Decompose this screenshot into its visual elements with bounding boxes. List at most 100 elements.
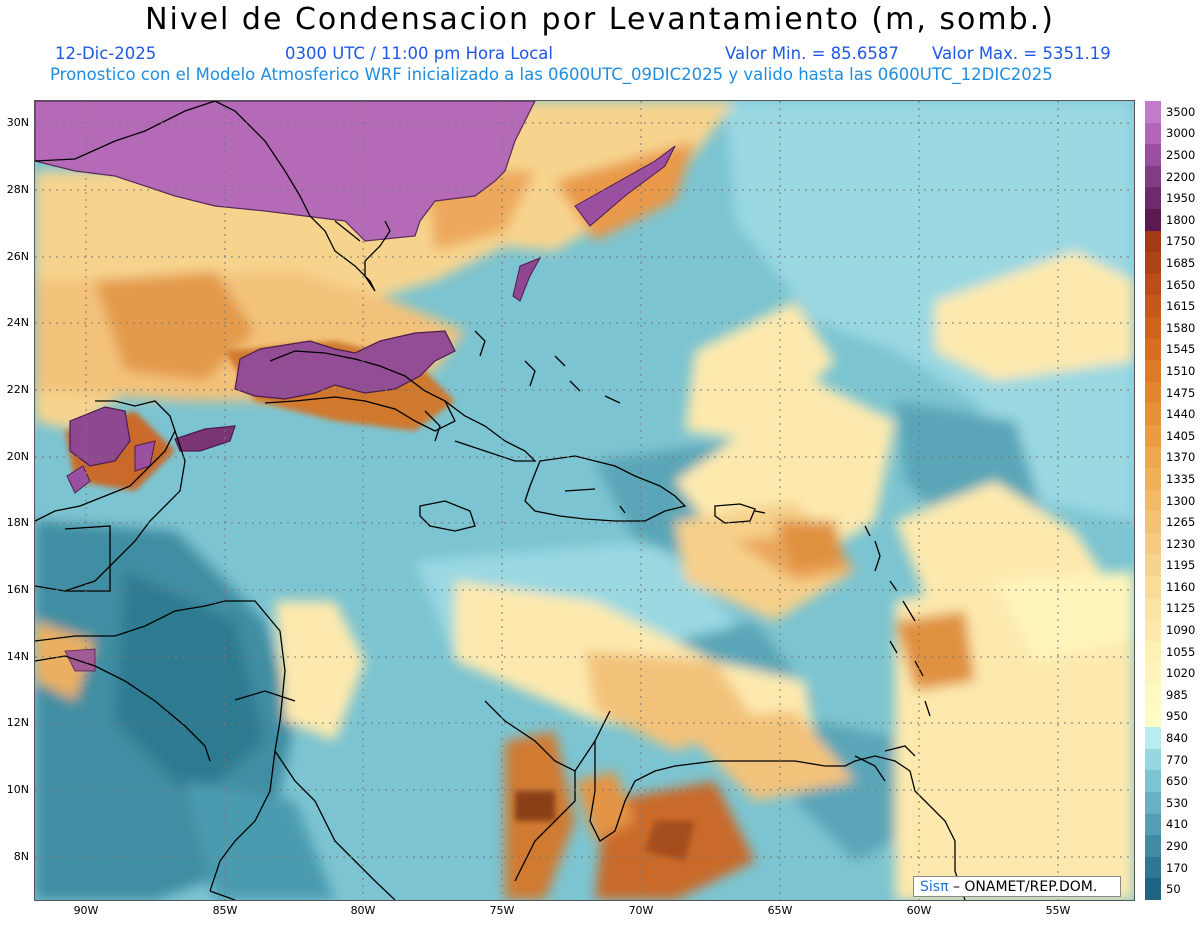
credit-brand: Sisπ (920, 879, 949, 895)
colorbar-cell (1145, 230, 1161, 253)
colorbar-level-label: 1055 (1166, 644, 1196, 659)
lat-label: 18N (6, 516, 29, 529)
value-max: Valor Max. = 5351.19 (932, 44, 1111, 63)
colorbar-level-label: 50 (1166, 882, 1181, 897)
lat-label: 10N (6, 783, 29, 796)
colorbar-cell (1145, 208, 1161, 232)
lcl-map (34, 100, 1135, 901)
colorbar-level-label: 1230 (1166, 536, 1196, 551)
colorbar-level-label: 1335 (1166, 471, 1196, 486)
colorbar-cell (1145, 187, 1161, 210)
colorbar-cell (1145, 727, 1161, 750)
colorbar-level-label: 1440 (1166, 407, 1196, 422)
colorbar-cell (1145, 748, 1161, 771)
colorbar-level-label: 1950 (1166, 191, 1196, 206)
lat-label: 24N (6, 316, 29, 329)
colorbar-cell (1145, 446, 1161, 469)
colorbar-level-label: 1615 (1166, 299, 1196, 314)
colorbar-level-label: 1545 (1166, 342, 1196, 357)
lon-label: 75W (489, 904, 515, 917)
colorbar-cell (1145, 856, 1161, 879)
colorbar-cell (1145, 295, 1161, 318)
lon-label: 90W (73, 904, 99, 917)
forecast-time: 0300 UTC / 11:00 pm Hora Local (285, 44, 553, 63)
colorbar-level-label: 1090 (1166, 623, 1196, 638)
lat-label: 8N (13, 850, 29, 863)
colorbar-level-label: 410 (1166, 817, 1188, 832)
colorbar-cell (1145, 770, 1161, 793)
lat-label: 30N (6, 116, 29, 129)
lon-label: 70W (628, 904, 654, 917)
colorbar-level-label: 1160 (1166, 579, 1196, 594)
colorbar-level-label: 1800 (1166, 212, 1196, 227)
colorbar-level-label: 2500 (1166, 147, 1196, 162)
colorbar-level-label: 1370 (1166, 450, 1196, 465)
lon-label: 85W (212, 904, 238, 917)
colorbar-level-label: 1195 (1166, 558, 1196, 573)
model-subtitle: Pronostico con el Modelo Atmosferico WRF… (50, 65, 1053, 84)
colorbar-cell (1145, 273, 1161, 296)
colorbar-cell (1145, 165, 1161, 188)
colorbar-cell (1145, 835, 1161, 858)
colorbar-level-label: 1405 (1166, 428, 1196, 443)
lon-label: 60W (906, 904, 932, 917)
colorbar-cell (1145, 532, 1161, 555)
colorbar-cell (1145, 338, 1161, 361)
lat-label: 28N (6, 183, 29, 196)
graticule (35, 101, 1134, 900)
lat-label: 12N (6, 716, 29, 729)
colorbar-cell (1145, 468, 1161, 491)
coastlines (35, 101, 966, 900)
colorbar-cell (1145, 360, 1161, 383)
colorbar-cell (1145, 316, 1161, 340)
colorbar-cell (1145, 705, 1161, 728)
colorbar-cell (1145, 662, 1161, 685)
colorbar-level-label: 290 (1166, 839, 1188, 853)
colorbar-level-label: 3000 (1166, 126, 1196, 141)
map-title: Nivel de Condensacion por Levantamiento … (145, 2, 1055, 37)
shaded-field (35, 101, 1134, 900)
colorbar-cell (1145, 813, 1161, 836)
colorbar-cell (1145, 619, 1161, 642)
colorbar-level-label: 1125 (1166, 601, 1196, 616)
colorbar-level-label: 1475 (1166, 385, 1196, 400)
colorbar-level-label: 1685 (1166, 255, 1196, 270)
colorbar-level-label: 3500 (1166, 104, 1196, 119)
lat-label: 16N (6, 583, 29, 596)
lon-label: 55W (1045, 904, 1071, 917)
colorbar-cell (1145, 424, 1161, 447)
lat-label: 26N (6, 250, 29, 263)
colorbar-cell (1145, 576, 1161, 599)
lon-label: 80W (350, 904, 376, 917)
colorbar-cell (1145, 597, 1161, 620)
colorbar-cell (1145, 122, 1161, 145)
credit-label: Sisπ – ONAMET/REP.DOM. (913, 876, 1121, 897)
credit-org: – ONAMET/REP.DOM. (952, 879, 1098, 895)
value-min: Valor Min. = 85.6587 (725, 44, 899, 63)
colorbar-cell (1145, 640, 1161, 663)
colorbar-level-label: 170 (1166, 860, 1188, 875)
colorbar-cell (1145, 381, 1161, 404)
lat-label: 14N (6, 650, 29, 663)
map-field (35, 101, 1134, 900)
colorbar-level-label: 2200 (1166, 169, 1196, 184)
colorbar-cell (1145, 792, 1161, 815)
colorbar-cell (1145, 489, 1161, 512)
colorbar-level-label: 1300 (1166, 493, 1196, 508)
colorbar-cell (1145, 511, 1161, 534)
colorbar-level-label: 1265 (1166, 515, 1196, 530)
colorbar-cell (1145, 554, 1161, 577)
colorbar-level-label: 1510 (1166, 363, 1196, 378)
colorbar-cell (1145, 144, 1161, 167)
colorbar-level-label: 985 (1166, 687, 1188, 702)
colorbar-cell (1145, 101, 1161, 124)
colorbar-cell (1145, 252, 1161, 275)
colorbar-level-label: 1020 (1166, 666, 1196, 681)
colorbar-cell (1145, 878, 1161, 901)
colorbar-level-label: 1580 (1166, 320, 1196, 335)
colorbar-level-label: 770 (1166, 752, 1188, 767)
lat-label: 20N (6, 450, 29, 463)
lat-label: 22N (6, 383, 29, 396)
colorbar-cell (1145, 403, 1161, 426)
colorbar-level-label: 950 (1166, 709, 1188, 724)
